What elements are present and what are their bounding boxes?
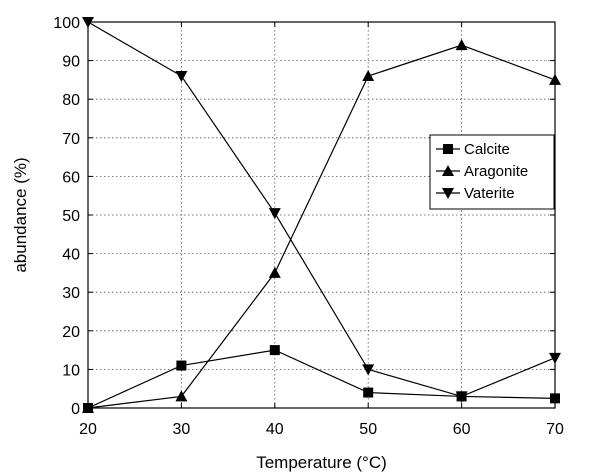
legend-marker [443, 144, 453, 154]
legend-item-aragonite: Aragonite [436, 163, 528, 180]
series-vaterite [82, 17, 561, 403]
vaterite-point [268, 208, 281, 220]
aragonite-point [268, 266, 281, 278]
grid-lines [88, 22, 555, 408]
vaterite-point [82, 17, 94, 28]
y-tick-label: 40 [62, 247, 80, 264]
x-tick-label: 40 [266, 421, 284, 438]
aragonite-point [82, 402, 94, 413]
x-axis-title: Temperature (°C) [256, 453, 387, 472]
vaterite-point [549, 352, 561, 364]
vaterite-line [87, 21, 556, 398]
y-axis-title: abundance (%) [11, 157, 30, 272]
y-tick-label: 20 [62, 324, 80, 341]
legend-marker [442, 165, 454, 176]
calcite-line [87, 349, 556, 409]
legend-marker [442, 188, 454, 199]
y-tick-label: 0 [71, 401, 80, 418]
vaterite-point [362, 364, 375, 376]
x-tick-label: 30 [173, 421, 191, 438]
calcite-point [550, 393, 560, 404]
y-tick-label: 50 [62, 208, 80, 225]
legend-item-calcite: Calcite [436, 141, 510, 158]
calcite-point [269, 345, 280, 356]
x-tick-label: 50 [359, 421, 377, 438]
x-tick-label: 70 [546, 421, 564, 438]
legend-label: Aragonite [464, 163, 528, 180]
x-tick-label: 20 [79, 421, 97, 438]
aragonite-point [362, 70, 375, 82]
y-tick-label: 80 [62, 92, 80, 109]
y-tick-label: 60 [62, 169, 80, 186]
vaterite-point [455, 391, 468, 403]
x-tick-label: 60 [453, 421, 471, 438]
calcite-point [363, 387, 374, 398]
tick-labels: 20 30 40 50 60 70 0 10 20 30 40 50 60 70 80 90 100 [53, 15, 564, 438]
y-tick-label: 10 [62, 362, 80, 379]
vaterite-point [175, 71, 188, 83]
y-tick-label: 90 [62, 54, 80, 71]
series-layer [82, 17, 561, 413]
aragonite-point [175, 390, 188, 402]
legend-item-vaterite: Vaterite [436, 185, 515, 202]
series-aragonite [82, 39, 561, 413]
legend-label: Vaterite [464, 185, 515, 202]
aragonite-line [87, 44, 556, 409]
y-tick-label: 30 [62, 285, 80, 302]
calcite-point [176, 360, 187, 371]
series-calcite [83, 345, 560, 413]
aragonite-point [549, 73, 561, 85]
legend-label: Calcite [464, 141, 510, 158]
y-tick-label: 100 [53, 15, 80, 32]
aragonite-point [455, 39, 468, 51]
y-tick-label: 70 [62, 131, 80, 148]
legend: Calcite Aragonite Vaterite [429, 134, 555, 210]
